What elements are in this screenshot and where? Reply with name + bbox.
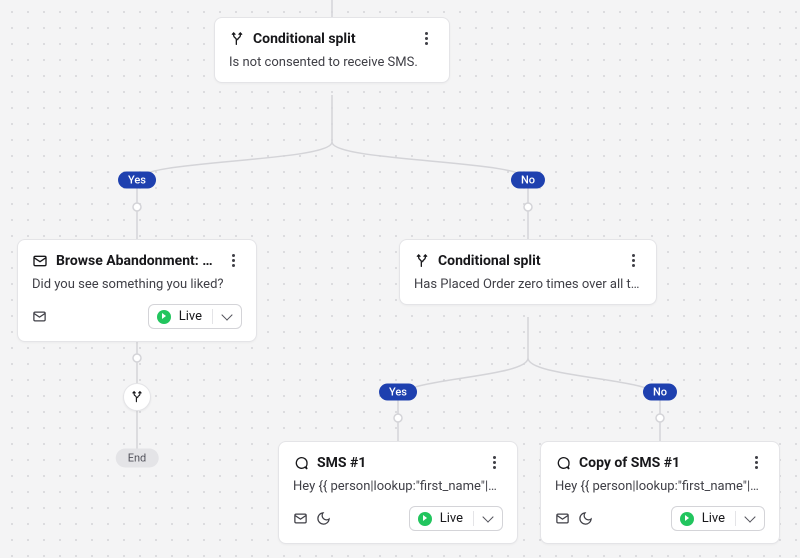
node-description: Is not consented to receive SMS. (229, 55, 435, 70)
branch-label-yes: Yes (118, 172, 156, 189)
node-email-browse-abandonment[interactable]: Browse Abandonment: Email... Did you see… (17, 239, 257, 342)
branch-label-yes: Yes (379, 384, 417, 401)
branch-label-no: No (511, 172, 545, 189)
node-sms-1[interactable]: SMS #1 Hey {{ person|lookup:"first_name"… (278, 441, 518, 544)
node-split-compact[interactable] (123, 383, 151, 411)
node-description: Did you see something you liked? (32, 277, 242, 292)
status-label: Live (179, 309, 202, 324)
node-description: Hey {{ person|lookup:"first_name"|defaul… (293, 479, 503, 494)
node-description: Has Placed Order zero times over all tim… (414, 277, 642, 292)
node-title: Conditional split (253, 31, 409, 47)
play-icon (157, 310, 171, 324)
status-label: Live (702, 511, 725, 526)
split-icon (229, 31, 245, 47)
end-node: End (116, 449, 159, 468)
chat-icon (293, 455, 309, 471)
node-menu-button[interactable] (224, 252, 242, 269)
chevron-down-icon (482, 511, 493, 522)
node-title: Browse Abandonment: Email... (56, 253, 216, 269)
status-label: Live (440, 511, 463, 526)
node-conditional-split-order[interactable]: Conditional split Has Placed Order zero … (399, 239, 657, 305)
play-icon (418, 512, 432, 526)
status-dropdown[interactable]: Live (671, 506, 765, 531)
split-icon (414, 253, 430, 269)
channel-icons (32, 309, 47, 324)
play-icon (680, 512, 694, 526)
status-dropdown[interactable]: Live (148, 304, 242, 329)
channel-icons (293, 511, 331, 526)
node-menu-button[interactable] (485, 454, 503, 471)
node-title: Conditional split (438, 253, 616, 269)
node-description: Hey {{ person|lookup:"first_name"|defaul… (555, 479, 765, 494)
node-title: SMS #1 (317, 455, 477, 471)
node-title: Copy of SMS #1 (579, 455, 739, 471)
branch-label-no: No (643, 384, 677, 401)
mail-icon (32, 253, 48, 269)
chevron-down-icon (221, 309, 232, 320)
split-icon (130, 390, 144, 404)
chevron-down-icon (744, 511, 755, 522)
channel-icons (555, 511, 593, 526)
node-menu-button[interactable] (624, 252, 642, 269)
node-menu-button[interactable] (747, 454, 765, 471)
chat-icon (555, 455, 571, 471)
node-conditional-split-root[interactable]: Conditional split Is not consented to re… (214, 17, 450, 83)
node-sms-copy[interactable]: Copy of SMS #1 Hey {{ person|lookup:"fir… (540, 441, 780, 544)
status-dropdown[interactable]: Live (409, 506, 503, 531)
node-menu-button[interactable] (417, 30, 435, 47)
